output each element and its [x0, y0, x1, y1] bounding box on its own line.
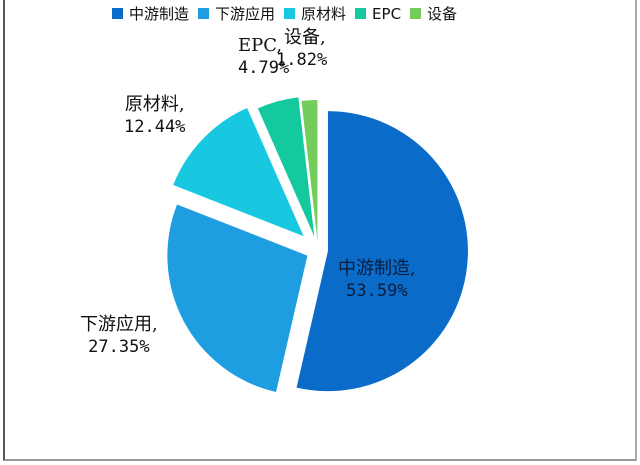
legend-item-downstream: 下游应用	[198, 3, 275, 24]
legend-swatch	[284, 8, 296, 19]
label-value: 1.82%	[276, 50, 328, 70]
legend-swatch	[355, 8, 367, 19]
pie-slice-epc	[257, 97, 315, 237]
legend-label: 设备	[427, 5, 458, 23]
label-name: 原材料,	[124, 94, 185, 115]
pie-slice-midstream	[296, 111, 468, 392]
label-value: 53.59%	[346, 281, 408, 301]
pie-slice-raw-materials	[173, 108, 304, 237]
legend-swatch	[198, 8, 210, 19]
label-name: 中游制造,	[338, 258, 416, 279]
chart-frame	[3, 0, 637, 461]
data-label-equipment: 设备, 1.82%	[276, 27, 327, 71]
legend-swatch	[112, 8, 123, 19]
label-value: 4.79%	[238, 58, 290, 78]
data-label-midstream: 中游制造, 53.59%	[338, 258, 416, 302]
legend-item-raw-materials: 原材料	[284, 3, 346, 24]
label-value: 27.35%	[88, 337, 150, 357]
label-value: 12.44%	[124, 117, 186, 137]
label-name: 下游应用,	[80, 314, 158, 335]
label-name: EPC,	[238, 35, 283, 56]
legend-item-epc: EPC	[355, 5, 401, 23]
legend-label: 原材料	[301, 5, 347, 23]
data-label-downstream: 下游应用, 27.35%	[80, 314, 158, 358]
data-label-raw-materials: 原材料, 12.44%	[124, 94, 185, 138]
legend-label: 下游应用	[215, 5, 276, 23]
legend-label: EPC	[372, 4, 402, 23]
legend-label: 中游制造	[129, 5, 190, 23]
legend-item-midstream: 中游制造	[112, 3, 189, 24]
legend-item-equipment: 设备	[410, 3, 457, 24]
pie-slice-downstream	[167, 204, 308, 393]
legend-swatch	[410, 8, 422, 19]
label-name: 设备,	[284, 27, 326, 48]
data-label-epc: EPC, 4.79%	[238, 35, 289, 79]
pie-slice-equipment	[301, 100, 318, 241]
chart-legend: 中游制造 下游应用 原材料 EPC 设备	[112, 3, 466, 24]
